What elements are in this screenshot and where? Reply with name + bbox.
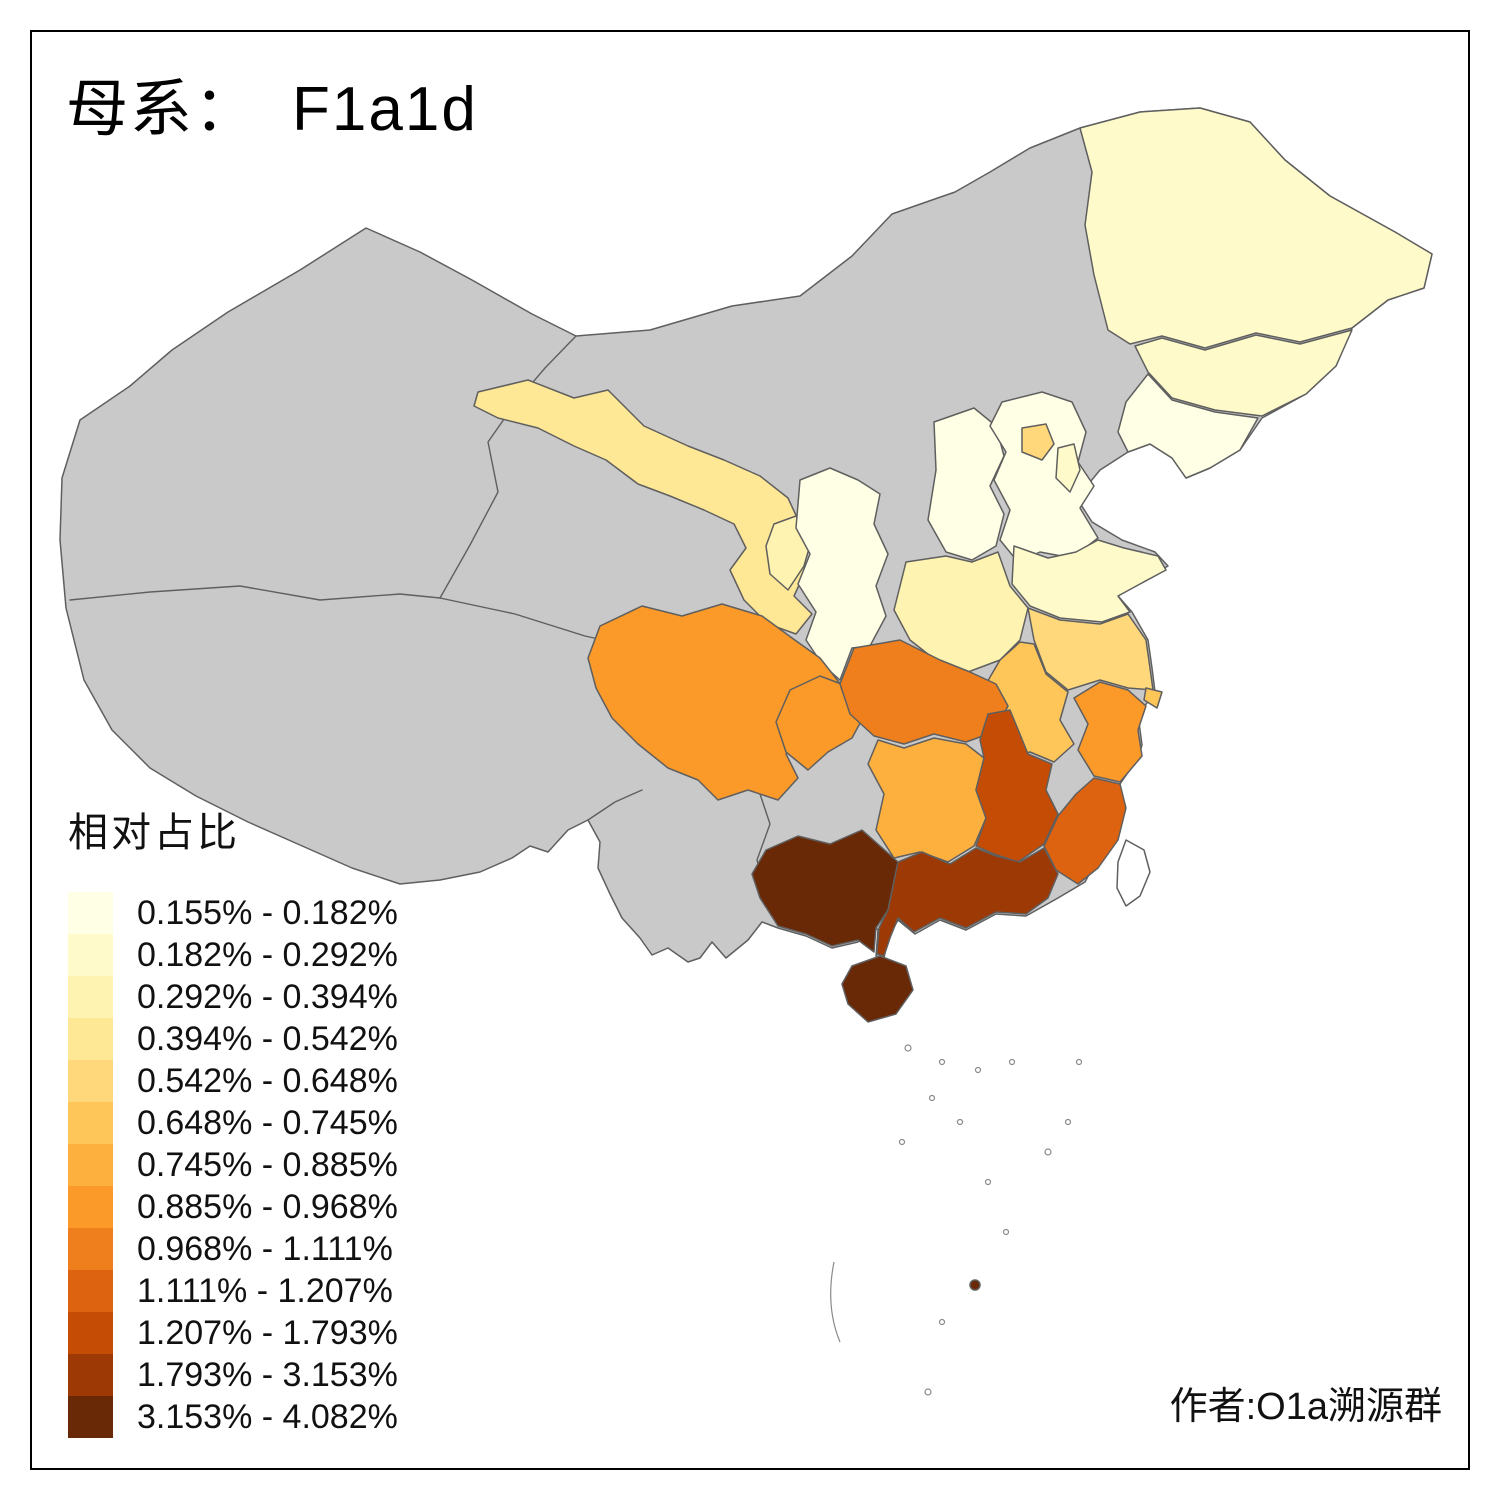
province-jilin [1134,329,1353,417]
island-arc [830,1261,841,1343]
island-speck [1044,1148,1052,1156]
island-speck [928,1094,936,1102]
legend-swatch [68,892,113,934]
legend-label: 1.111% - 1.207% [137,1271,393,1310]
legend-swatch [68,1018,113,1060]
legend-row: 0.745% - 0.885% [68,1144,398,1186]
legend-row: 0.155% - 0.182% [68,892,398,934]
island-speck [938,1058,946,1066]
legend-label: 0.292% - 0.394% [137,977,398,1016]
legend-swatch [68,1228,113,1270]
legend-row: 0.542% - 0.648% [68,1060,398,1102]
legend-swatch [68,1102,113,1144]
legend-label: 0.182% - 0.292% [137,935,398,974]
legend-row: 0.968% - 1.111% [68,1228,398,1270]
legend: 相对占比 0.155% - 0.182% 0.182% - 0.292% 0.292… [68,800,398,1438]
legend-swatch [68,1186,113,1228]
island-speck [904,1044,912,1052]
island-speck [984,1178,992,1186]
legend-row: 0.885% - 0.968% [68,1186,398,1228]
legend-row: 1.111% - 1.207% [68,1270,398,1312]
island-speck [1008,1058,1016,1066]
legend-label: 0.394% - 0.542% [137,1019,398,1058]
legend-label: 1.793% - 3.153% [137,1355,398,1394]
island-speck [898,1138,906,1146]
province-taiwan [1116,839,1151,907]
legend-swatch [68,1270,113,1312]
province-zhejiang [1073,681,1147,783]
island-speck [956,1118,964,1126]
province-beijing [1021,423,1055,461]
legend-row: 0.394% - 0.542% [68,1018,398,1060]
island-speck [924,1388,932,1396]
province-tianjin [1055,443,1081,493]
legend-swatch [68,1144,113,1186]
province-hunan [867,737,987,863]
province-sichuan [587,603,843,801]
legend-title: 相对占比 [68,811,240,855]
author-credit: 作者:O1a溯源群 [1169,1386,1442,1428]
legend-label: 0.542% - 0.648% [137,1061,398,1100]
province-chongqing [775,675,867,771]
legend-row: 1.207% - 1.793% [68,1312,398,1354]
legend-label: 0.745% - 0.885% [137,1145,398,1184]
legend-label: 3.153% - 4.082% [137,1397,398,1436]
legend-row: 3.153% - 4.082% [68,1396,398,1438]
legend-swatch [68,1312,113,1354]
province-heilongjiang [1079,107,1433,349]
legend-swatch [68,976,113,1018]
legend-label: 1.207% - 1.793% [137,1313,398,1352]
province-hubei [839,639,1009,745]
province-shandong [1011,539,1167,623]
legend-label: 0.648% - 0.745% [137,1103,398,1142]
legend-swatch [68,1354,113,1396]
island-speck [1002,1228,1010,1236]
legend-row: 0.648% - 0.745% [68,1102,398,1144]
province-guangxi [751,829,899,953]
legend-swatch [68,934,113,976]
province-henan [893,551,1029,673]
plot-frame [30,30,1470,1470]
legend-label: 0.155% - 0.182% [137,893,398,932]
legend-rows: 0.155% - 0.182% 0.182% - 0.292% 0.292% - 0… [68,892,398,1438]
province-gansu [473,379,813,635]
border-xinjiang-qinghai [439,335,577,599]
island-speck [938,1318,946,1326]
province-shanghai [1143,687,1163,709]
page-title: 母系： F1a1d [66,58,478,148]
island-speck [1064,1118,1072,1126]
province-guangdong [876,847,1059,957]
island-dark-speck [969,1279,981,1291]
legend-swatch [68,1396,113,1438]
legend-label: 0.968% - 1.111% [137,1229,393,1268]
legend-row: 1.793% - 3.153% [68,1354,398,1396]
border-yunnan-tibet [587,789,643,821]
island-speck [974,1066,982,1074]
island-speck [1075,1058,1083,1066]
province-hainan [841,955,914,1023]
legend-row: 0.182% - 0.292% [68,934,398,976]
legend-row: 0.292% - 0.394% [68,976,398,1018]
legend-swatch [68,1060,113,1102]
province-liaoning [1117,373,1259,479]
south-sea-islands [830,1044,1083,1396]
border-xinjiang-tibet [69,585,441,601]
title-maternal-label: 母系： [66,75,259,144]
title-haplogroup: F1a1d [292,75,478,144]
legend-label: 0.885% - 0.968% [137,1187,398,1226]
